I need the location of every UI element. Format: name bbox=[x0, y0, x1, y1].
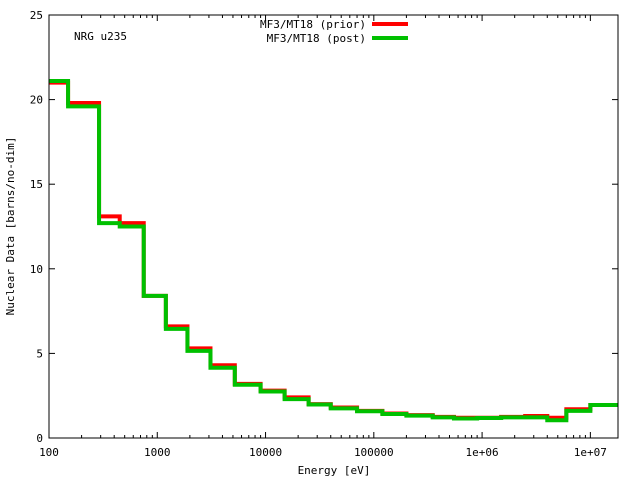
x-tick-label: 1e+06 bbox=[466, 446, 499, 459]
x-tick-label: 10000 bbox=[249, 446, 282, 459]
y-tick-label: 25 bbox=[30, 9, 43, 22]
y-axis-title: Nuclear Data [barns/no-dim] bbox=[4, 137, 17, 316]
y-tick-label: 5 bbox=[36, 347, 43, 360]
x-tick-label: 100000 bbox=[354, 446, 394, 459]
y-tick-label: 10 bbox=[30, 263, 43, 276]
series-line-post bbox=[49, 78, 618, 423]
x-tick-label: 100 bbox=[39, 446, 59, 459]
y-tick-label: 20 bbox=[30, 94, 43, 107]
x-tick-label: 1000 bbox=[144, 446, 171, 459]
y-tick-label: 0 bbox=[36, 432, 43, 445]
legend: MF3/MT18 (prior)MF3/MT18 (post) bbox=[260, 18, 408, 45]
series-line-prior bbox=[49, 80, 618, 420]
ticks-layer: 0 5 10 15 20 25 100 1000 10000 100000 1e+06 1e+07 bbox=[30, 9, 618, 459]
x-axis-title: Energy [eV] bbox=[298, 464, 371, 477]
legend-label: MF3/MT18 (prior) bbox=[260, 18, 366, 31]
chart-annotation: NRG u235 bbox=[74, 30, 127, 43]
plot-frame bbox=[48, 14, 619, 439]
x-tick-label: 1e+07 bbox=[574, 446, 607, 459]
series-layer bbox=[49, 78, 618, 423]
y-tick-label: 15 bbox=[30, 178, 43, 191]
legend-label: MF3/MT18 (post) bbox=[267, 32, 366, 45]
